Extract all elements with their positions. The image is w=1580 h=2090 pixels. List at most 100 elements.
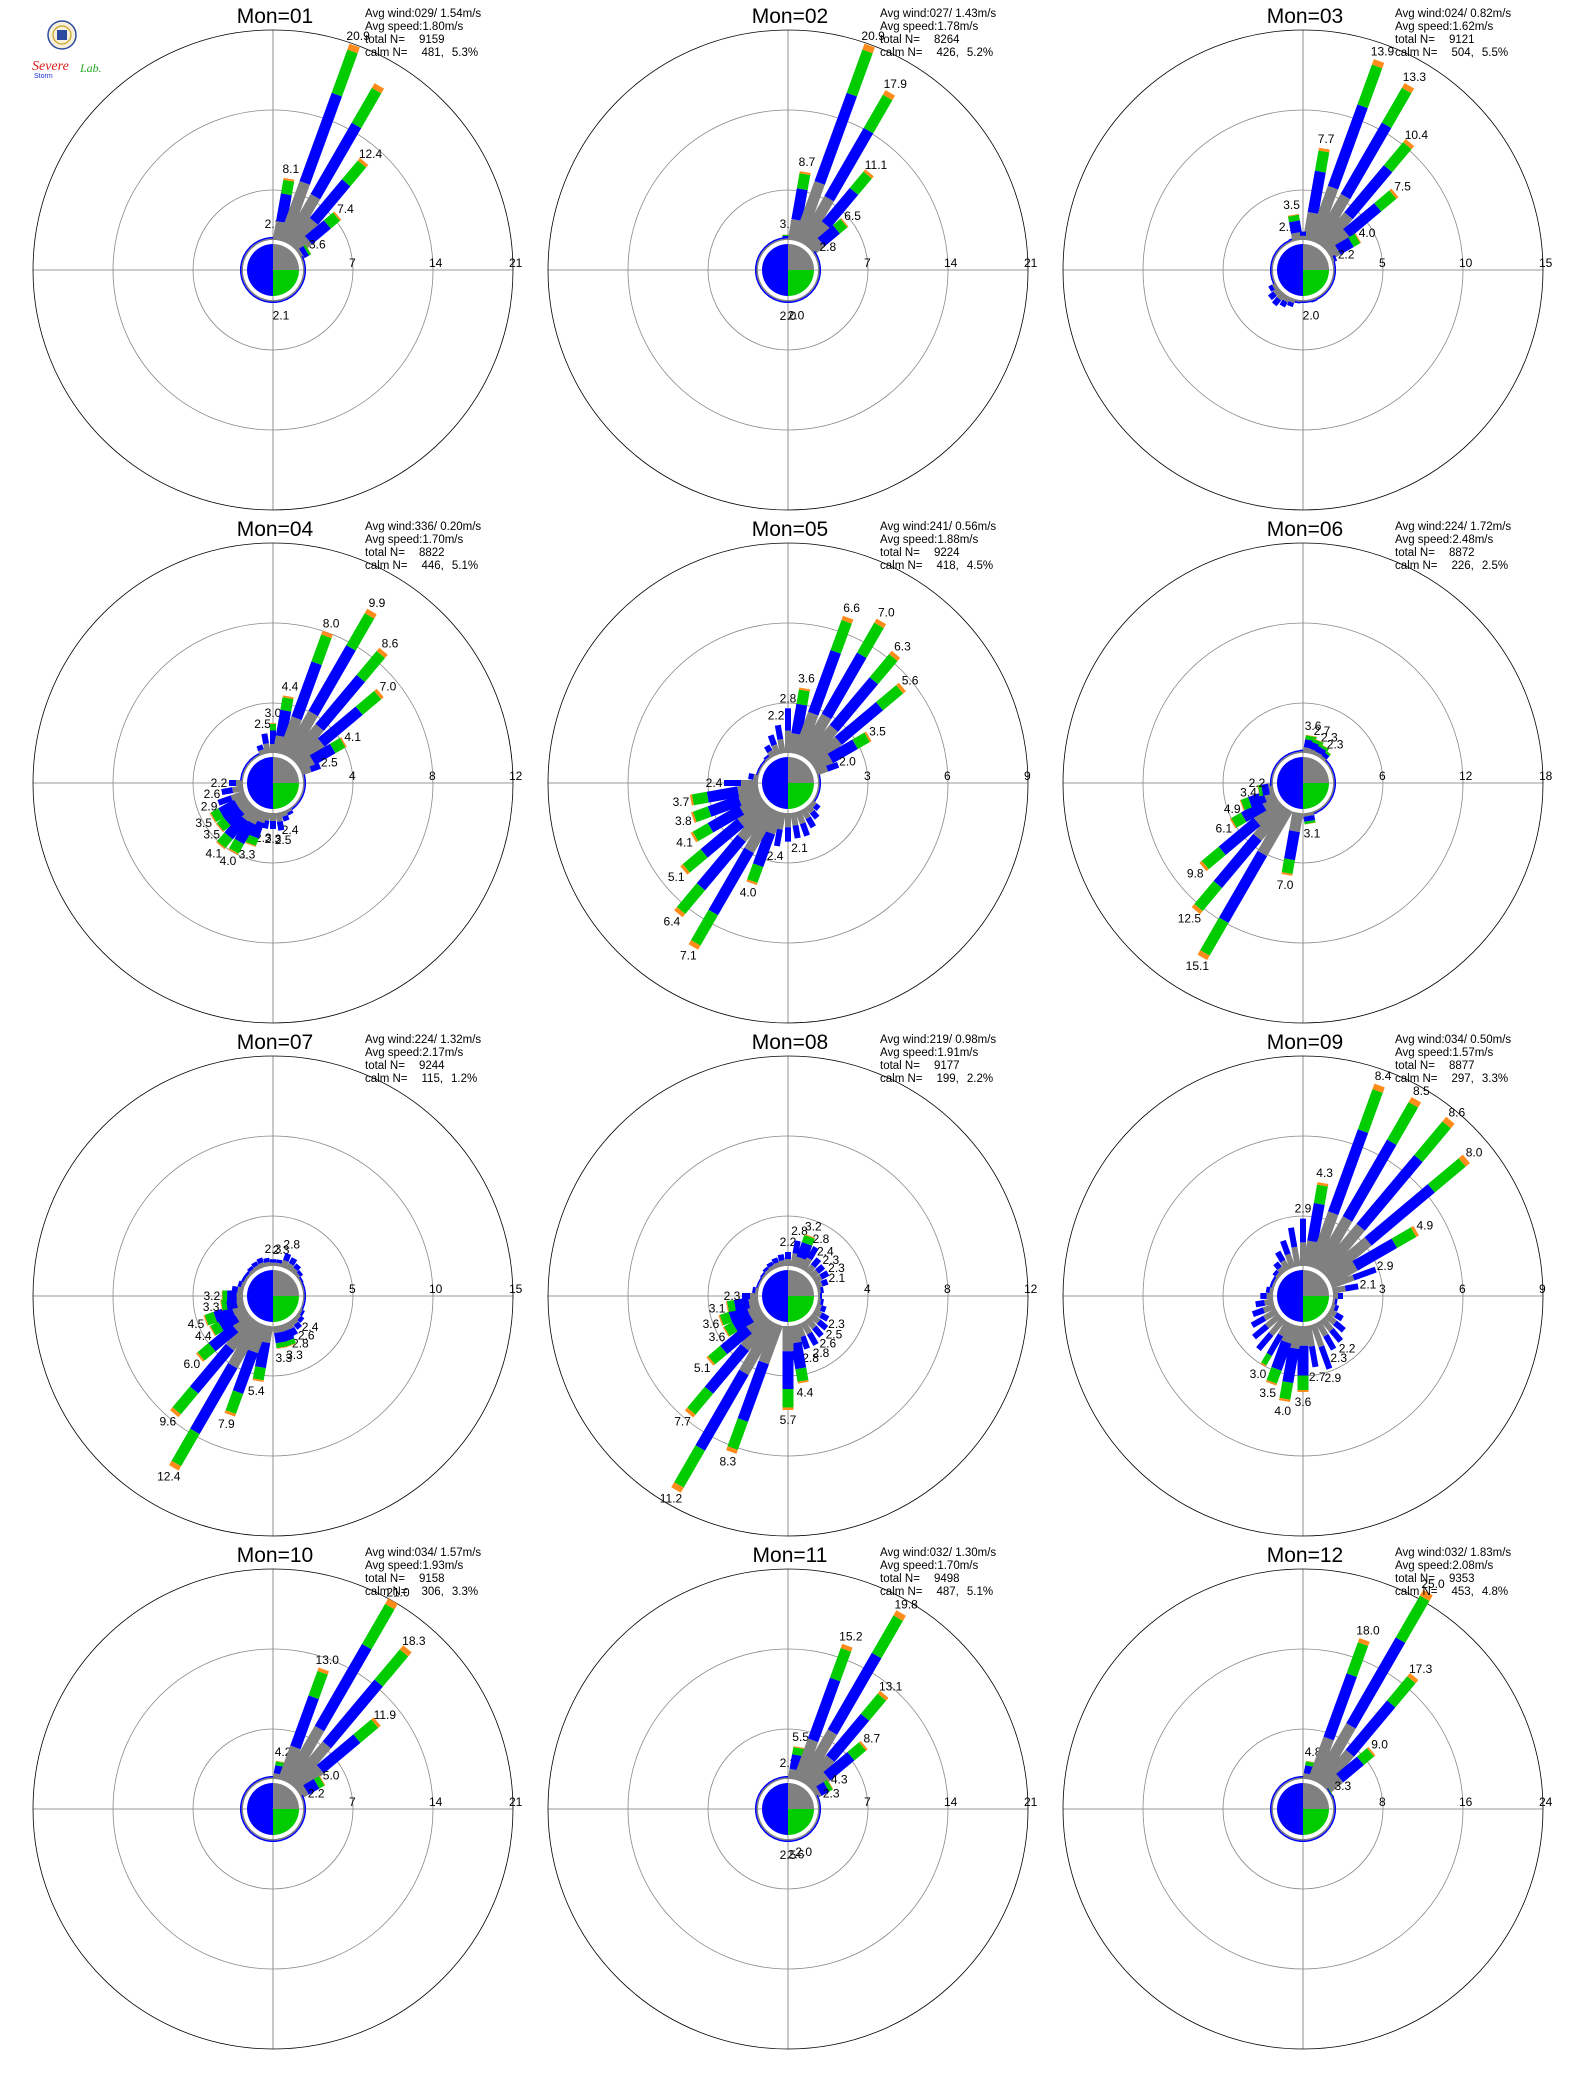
avg-wind-value: 034/ 1.57m/s: [414, 1547, 482, 1559]
direction-bar: [1283, 1833, 1291, 1840]
bar-segment: [812, 1821, 817, 1828]
direction-bar: [809, 1312, 829, 1331]
bar-value-label: 2.5: [254, 717, 271, 731]
direction-bar: [1327, 795, 1334, 803]
bar-segment: [242, 1816, 246, 1823]
bar-segment: [246, 1825, 252, 1832]
bar-segment: [1330, 1816, 1334, 1823]
avg-speed-label: Avg speed:: [880, 1560, 938, 1572]
total-n-label: total N=: [365, 1573, 405, 1585]
direction-bar: [800, 1320, 819, 1346]
direction-bar: [302, 1287, 307, 1294]
avg-wind-label: Avg wind:: [880, 8, 930, 20]
direction-bar: [1319, 1830, 1327, 1837]
bar-value-label: 15.2: [839, 1629, 863, 1643]
bar-value-label: 3.5: [1259, 1386, 1276, 1400]
direction-bar: [1326, 1225, 1419, 1286]
bar-segment: [1276, 760, 1282, 767]
logo-severe: Severe: [32, 59, 69, 74]
total-n-label: total N=: [880, 1573, 920, 1585]
range-ring: [707, 702, 869, 864]
direction-bar: [1283, 239, 1291, 246]
bar-segment: [1442, 1116, 1455, 1129]
bar-segment: [1342, 1139, 1397, 1222]
bar-segment: [723, 1321, 738, 1337]
bar-segment: [791, 703, 808, 735]
bar-segment: [309, 743, 336, 765]
bar-segment: [1328, 763, 1334, 770]
bar-segment: [1275, 1272, 1282, 1280]
direction-bar: [283, 1598, 398, 1786]
bar-value-label: 2.9: [1377, 1259, 1394, 1273]
bar-segment: [1319, 1317, 1334, 1332]
direction-bar: [1270, 768, 1276, 776]
direction-bar: [1330, 1794, 1336, 1802]
stats-block: Avg wind:224/ 1.32m/s Avg speed:2.17m/s to…: [365, 1034, 481, 1086]
bar-segment: [813, 250, 819, 257]
avg-wind-row: Avg wind:034/ 0.50m/s: [1395, 1034, 1511, 1047]
bar-value-label: 11.1: [865, 158, 888, 172]
direction-bar: [245, 809, 268, 847]
bar-segment: [296, 1785, 309, 1799]
bar-segment: [731, 1312, 754, 1332]
bar-segment: [253, 295, 260, 301]
bar-value-label: 13.9: [1371, 45, 1395, 59]
direction-bar: [746, 809, 783, 886]
bar-segment: [1267, 782, 1275, 795]
bar-segment: [768, 1265, 776, 1272]
bar-segment: [1401, 82, 1415, 94]
bar-segment: [755, 1816, 760, 1824]
direction-bar: [237, 1280, 246, 1289]
calm-pie-slice: [762, 1270, 788, 1322]
bar-value-label: 4.1: [344, 730, 361, 744]
bar-segment: [674, 906, 686, 918]
direction-bar: [1271, 291, 1287, 307]
avg-speed-label: Avg speed:: [880, 534, 938, 546]
direction-bar: [764, 1781, 772, 1788]
bar-segment: [220, 1298, 228, 1311]
bar-segment: [795, 1367, 809, 1382]
bar-segment: [290, 805, 297, 811]
direction-bar: [1269, 1811, 1274, 1818]
bar-segment: [812, 803, 821, 812]
bar-segment: [347, 43, 360, 54]
direction-bar: [231, 1285, 244, 1294]
direction-bar: [1272, 1821, 1279, 1829]
direction-bar: [297, 282, 304, 290]
calm-pie-slice: [788, 757, 814, 783]
bar-segment: [1374, 190, 1397, 212]
bar-segment: [374, 1649, 409, 1687]
direction-bar: [280, 810, 290, 822]
bar-segment: [1344, 1283, 1359, 1292]
calm-n-label: calm N=: [880, 560, 923, 572]
bar-value-label: 2.5: [780, 1848, 797, 1862]
bar-segment: [1315, 807, 1322, 812]
calm-n-row: calm N= 481, 5.3%: [365, 47, 481, 60]
direction-bar: [755, 255, 761, 263]
bar-segment: [748, 773, 755, 780]
bar-segment: [1314, 150, 1330, 173]
ring-label: 21: [509, 1795, 523, 1809]
bar-segment: [800, 1833, 807, 1838]
bar-value-label: 12.4: [157, 1469, 181, 1483]
direction-bar: [764, 291, 772, 298]
direction-bar: [674, 802, 773, 918]
calm-pie-slice: [1277, 757, 1303, 809]
windrose-plot: 7 14 213.18.720.917.911.16.52.82.02.0: [547, 29, 1038, 511]
bar-segment: [1273, 1261, 1282, 1271]
calm-n-value: 481,: [421, 47, 444, 59]
bar-segment: [687, 1386, 714, 1415]
bar-segment: [298, 796, 304, 803]
windrose-panel: 3 6 9 2.2 2.8 3.6 6.6 7.0 6.3 5.6 3.5 2.0 2.1 2.4 4.0 7…: [530, 519, 1050, 1039]
range-ring: [192, 1215, 354, 1377]
bar-segment: [250, 1830, 257, 1836]
bar-segment: [1250, 1315, 1267, 1328]
ring-label: 3: [864, 769, 871, 783]
bar-segment: [278, 181, 310, 244]
direction-bar: [251, 1261, 261, 1272]
bar-segment: [757, 1816, 761, 1823]
bar-value-label: 5.7: [780, 1413, 797, 1427]
bar-segment: [289, 1830, 296, 1836]
bar-value-label: 5.1: [668, 870, 685, 884]
bar-segment: [297, 1315, 305, 1323]
